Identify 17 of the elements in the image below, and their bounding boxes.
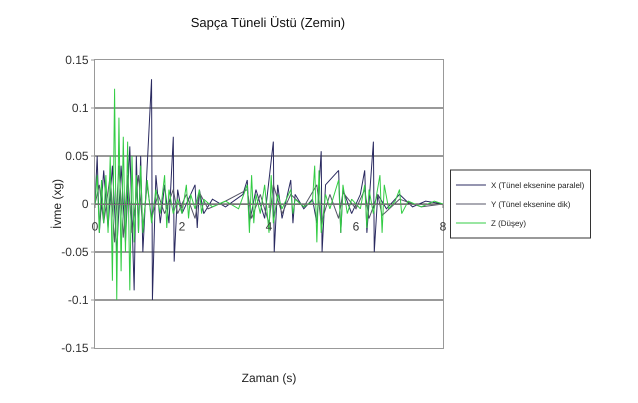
x-axis-title: Zaman (s) [242, 371, 296, 385]
y-tick-label: -0.1 [68, 293, 89, 308]
x-tick-label: 6 [352, 219, 360, 234]
chart-title: Sapça Tüneli Üstü (Zemin) [190, 15, 346, 30]
x-tick-label: 0 [92, 219, 99, 234]
y-axis-title: İvme (xg) [50, 178, 64, 230]
y-tick-label: 0.1 [72, 101, 89, 116]
y-tick-label: 0.15 [65, 53, 89, 68]
y-tick-label: -0.05 [61, 245, 89, 260]
legend-label: Y (Tünel eksenine dik) [490, 200, 571, 210]
y-tick-label: -0.15 [61, 341, 89, 356]
legend-label: X (Tünel eksenine paralel) [490, 181, 585, 190]
x-tick-label: 8 [440, 219, 447, 234]
x-tick-label: 2 [178, 219, 186, 234]
y-tick-label: 0 [82, 197, 89, 212]
legend-label: Z (Düşey) [490, 219, 526, 228]
y-tick-label: 0.05 [65, 149, 89, 164]
